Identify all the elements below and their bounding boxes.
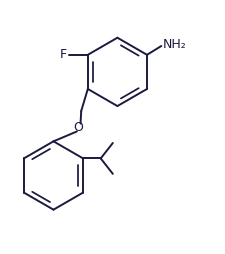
Text: F: F xyxy=(60,48,67,61)
Text: O: O xyxy=(73,121,83,134)
Text: NH₂: NH₂ xyxy=(162,38,186,51)
